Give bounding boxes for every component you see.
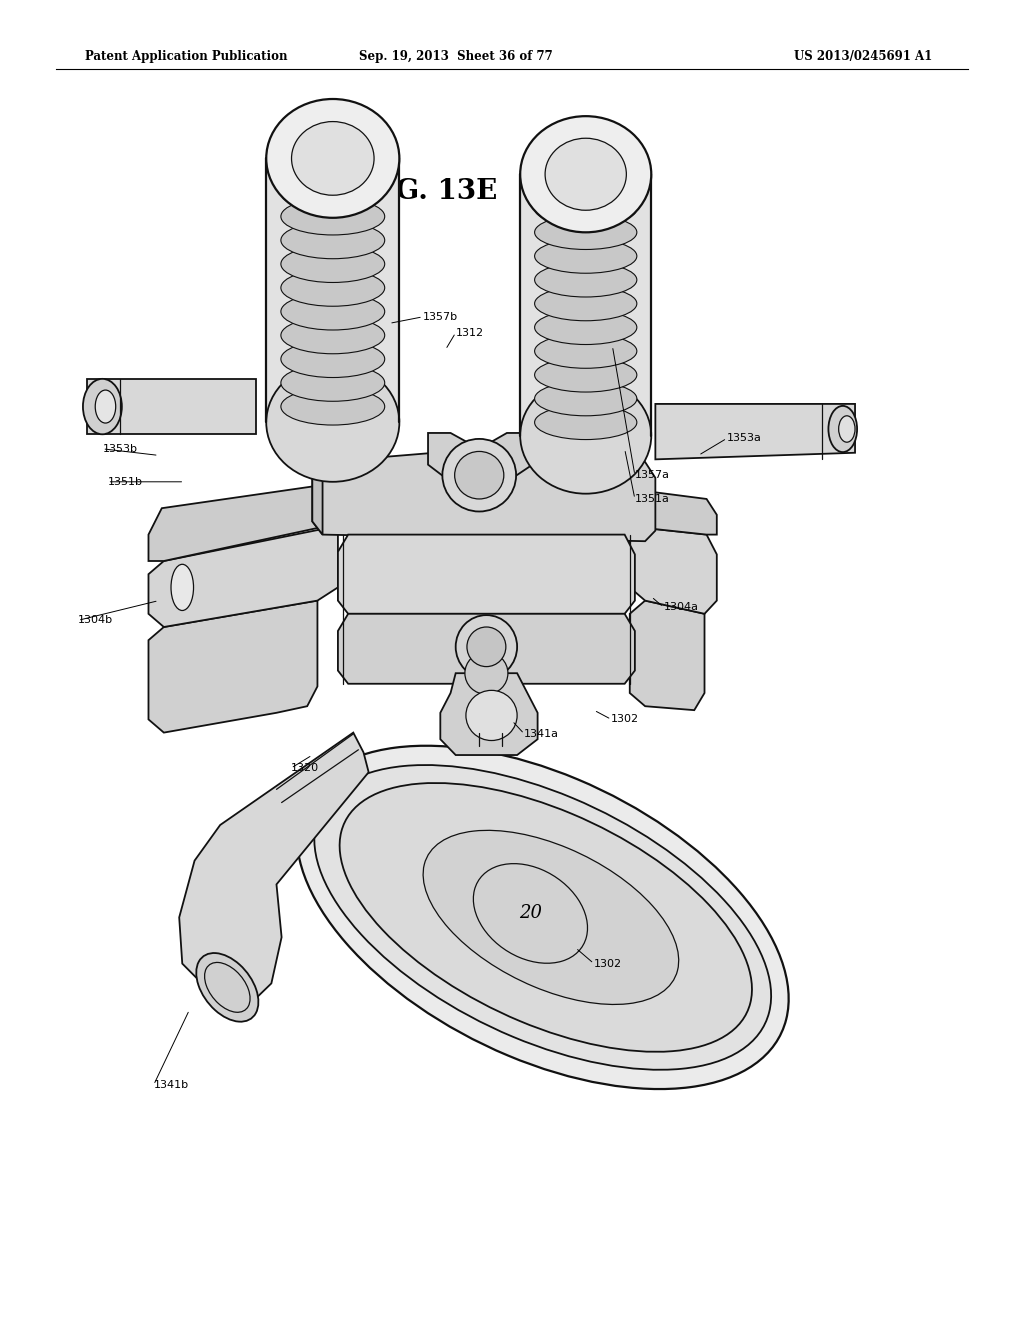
Ellipse shape [535,215,637,249]
Polygon shape [312,451,655,541]
Text: 1353b: 1353b [102,444,137,454]
Text: 1357a: 1357a [635,470,670,480]
Polygon shape [179,733,369,1003]
Ellipse shape [455,451,504,499]
Ellipse shape [83,379,122,434]
Polygon shape [312,462,323,535]
Polygon shape [87,379,256,434]
Text: 1320: 1320 [291,763,318,774]
Ellipse shape [535,239,637,273]
Text: 1341a: 1341a [524,729,559,739]
Ellipse shape [314,766,771,1069]
Ellipse shape [266,99,399,218]
Text: US 2013/0245691 A1: US 2013/0245691 A1 [794,50,932,63]
Polygon shape [630,601,705,710]
Polygon shape [630,528,717,614]
Ellipse shape [340,783,752,1052]
Text: Sep. 19, 2013  Sheet 36 of 77: Sep. 19, 2013 Sheet 36 of 77 [358,50,553,63]
Ellipse shape [266,363,399,482]
Polygon shape [148,486,328,561]
Ellipse shape [281,269,385,306]
Ellipse shape [423,830,679,1005]
Text: 1304b: 1304b [78,615,113,626]
Polygon shape [148,601,317,733]
Ellipse shape [281,222,385,259]
Text: 1302: 1302 [611,714,639,725]
Ellipse shape [456,615,517,678]
Ellipse shape [828,405,857,451]
Ellipse shape [467,627,506,667]
Ellipse shape [535,191,637,226]
Ellipse shape [281,293,385,330]
Ellipse shape [535,263,637,297]
Polygon shape [266,165,399,429]
Polygon shape [440,673,538,755]
Ellipse shape [465,652,508,694]
Text: 1341b: 1341b [154,1080,188,1090]
Ellipse shape [535,381,637,416]
Ellipse shape [281,364,385,401]
Ellipse shape [520,378,651,494]
Ellipse shape [281,388,385,425]
Ellipse shape [281,198,385,235]
Polygon shape [630,491,717,541]
Ellipse shape [545,139,627,210]
Ellipse shape [535,405,637,440]
Ellipse shape [535,334,637,368]
Text: 1353a: 1353a [727,433,762,444]
Text: 1357b: 1357b [423,312,458,322]
Ellipse shape [839,416,855,442]
Ellipse shape [281,317,385,354]
Ellipse shape [95,391,116,422]
Text: 1351b: 1351b [108,477,142,487]
Polygon shape [520,178,651,442]
Text: 1302: 1302 [594,958,622,969]
Ellipse shape [535,286,637,321]
Ellipse shape [281,174,385,211]
Text: FIG. 13E: FIG. 13E [362,178,498,205]
Ellipse shape [171,565,194,610]
Ellipse shape [281,246,385,282]
Text: 1312: 1312 [456,327,483,338]
Ellipse shape [535,310,637,345]
Ellipse shape [197,953,258,1022]
Text: 20: 20 [519,904,542,923]
Polygon shape [655,404,855,459]
Polygon shape [338,535,635,614]
Ellipse shape [442,438,516,511]
Ellipse shape [520,116,651,232]
Ellipse shape [281,341,385,378]
Polygon shape [148,528,338,627]
Polygon shape [428,433,532,499]
Text: 1351a: 1351a [635,494,670,504]
Ellipse shape [535,358,637,392]
Ellipse shape [297,746,788,1089]
Text: 1304a: 1304a [664,602,698,612]
Ellipse shape [466,690,517,741]
Polygon shape [338,614,635,684]
Ellipse shape [292,121,374,195]
Text: Patent Application Publication: Patent Application Publication [85,50,288,63]
